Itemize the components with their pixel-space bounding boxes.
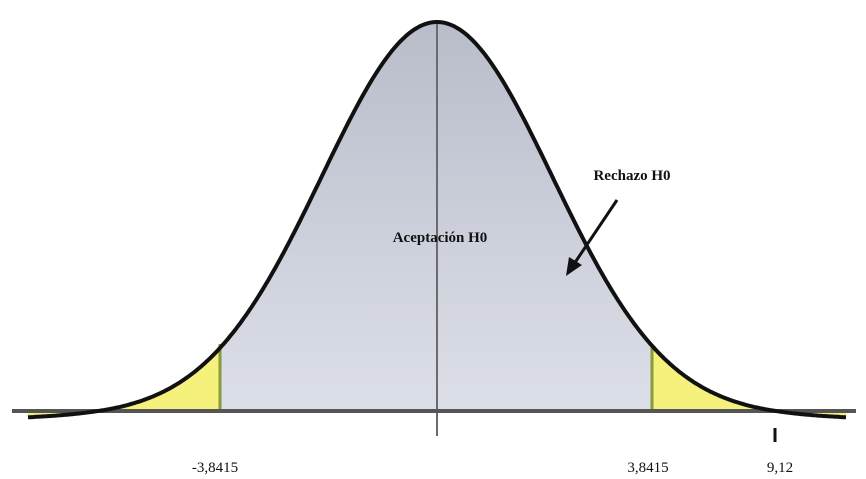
distribution-curve	[27, 20, 847, 420]
axis-label: 9,12	[767, 460, 793, 476]
rejection-label: Rechazo H0	[593, 168, 670, 184]
acceptance-label: Aceptación H0	[393, 230, 488, 246]
arrow-shaft	[572, 199, 619, 265]
axis-label: 3,8415	[627, 460, 668, 476]
left-rejection-area	[28, 347, 220, 418]
right-rejection-area	[652, 345, 846, 418]
arrow-head	[566, 257, 582, 276]
axis-label: -3,8415	[192, 460, 238, 476]
